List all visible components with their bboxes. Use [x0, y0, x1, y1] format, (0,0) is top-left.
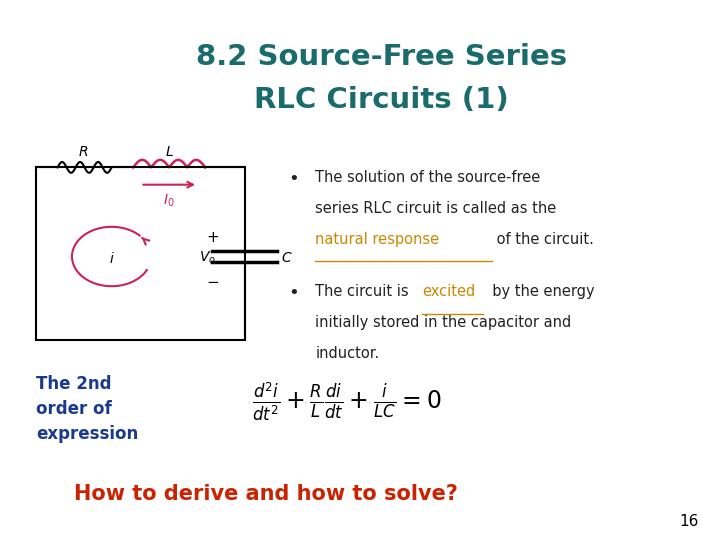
- Text: How to derive and how to solve?: How to derive and how to solve?: [74, 484, 459, 504]
- Bar: [36, 167, 245, 340]
- Text: 8.2 Source-Free Series: 8.2 Source-Free Series: [196, 43, 567, 71]
- Text: $I_0$: $I_0$: [163, 193, 175, 209]
- Text: $V_o$: $V_o$: [199, 249, 216, 266]
- Text: $i$: $i$: [109, 251, 114, 266]
- Text: natural response: natural response: [315, 232, 439, 247]
- Text: RLC Circuits (1): RLC Circuits (1): [254, 86, 509, 114]
- Text: excited: excited: [422, 284, 475, 299]
- Text: inductor.: inductor.: [315, 346, 379, 361]
- Text: +: +: [206, 230, 219, 245]
- Text: series RLC circuit is called as the: series RLC circuit is called as the: [315, 201, 557, 216]
- Text: 16: 16: [679, 514, 698, 529]
- Text: $-$: $-$: [206, 273, 219, 288]
- Text: $R$: $R$: [78, 145, 88, 159]
- Text: The 2nd
order of
expression: The 2nd order of expression: [36, 375, 138, 443]
- Text: The circuit is: The circuit is: [315, 284, 413, 299]
- Text: $\frac{d^2i}{dt^2}+\frac{R}{L}\frac{di}{dt}+\frac{i}{LC}=0$: $\frac{d^2i}{dt^2}+\frac{R}{L}\frac{di}{…: [252, 381, 441, 424]
- Text: •: •: [288, 170, 299, 188]
- Text: The solution of the source-free: The solution of the source-free: [315, 170, 541, 185]
- Text: $C$: $C$: [281, 251, 292, 265]
- Text: of the circuit.: of the circuit.: [492, 232, 593, 247]
- Text: $L$: $L$: [165, 145, 174, 159]
- Text: by the energy: by the energy: [483, 284, 595, 299]
- Text: initially stored in the capacitor and: initially stored in the capacitor and: [315, 315, 572, 330]
- Text: •: •: [288, 284, 299, 302]
